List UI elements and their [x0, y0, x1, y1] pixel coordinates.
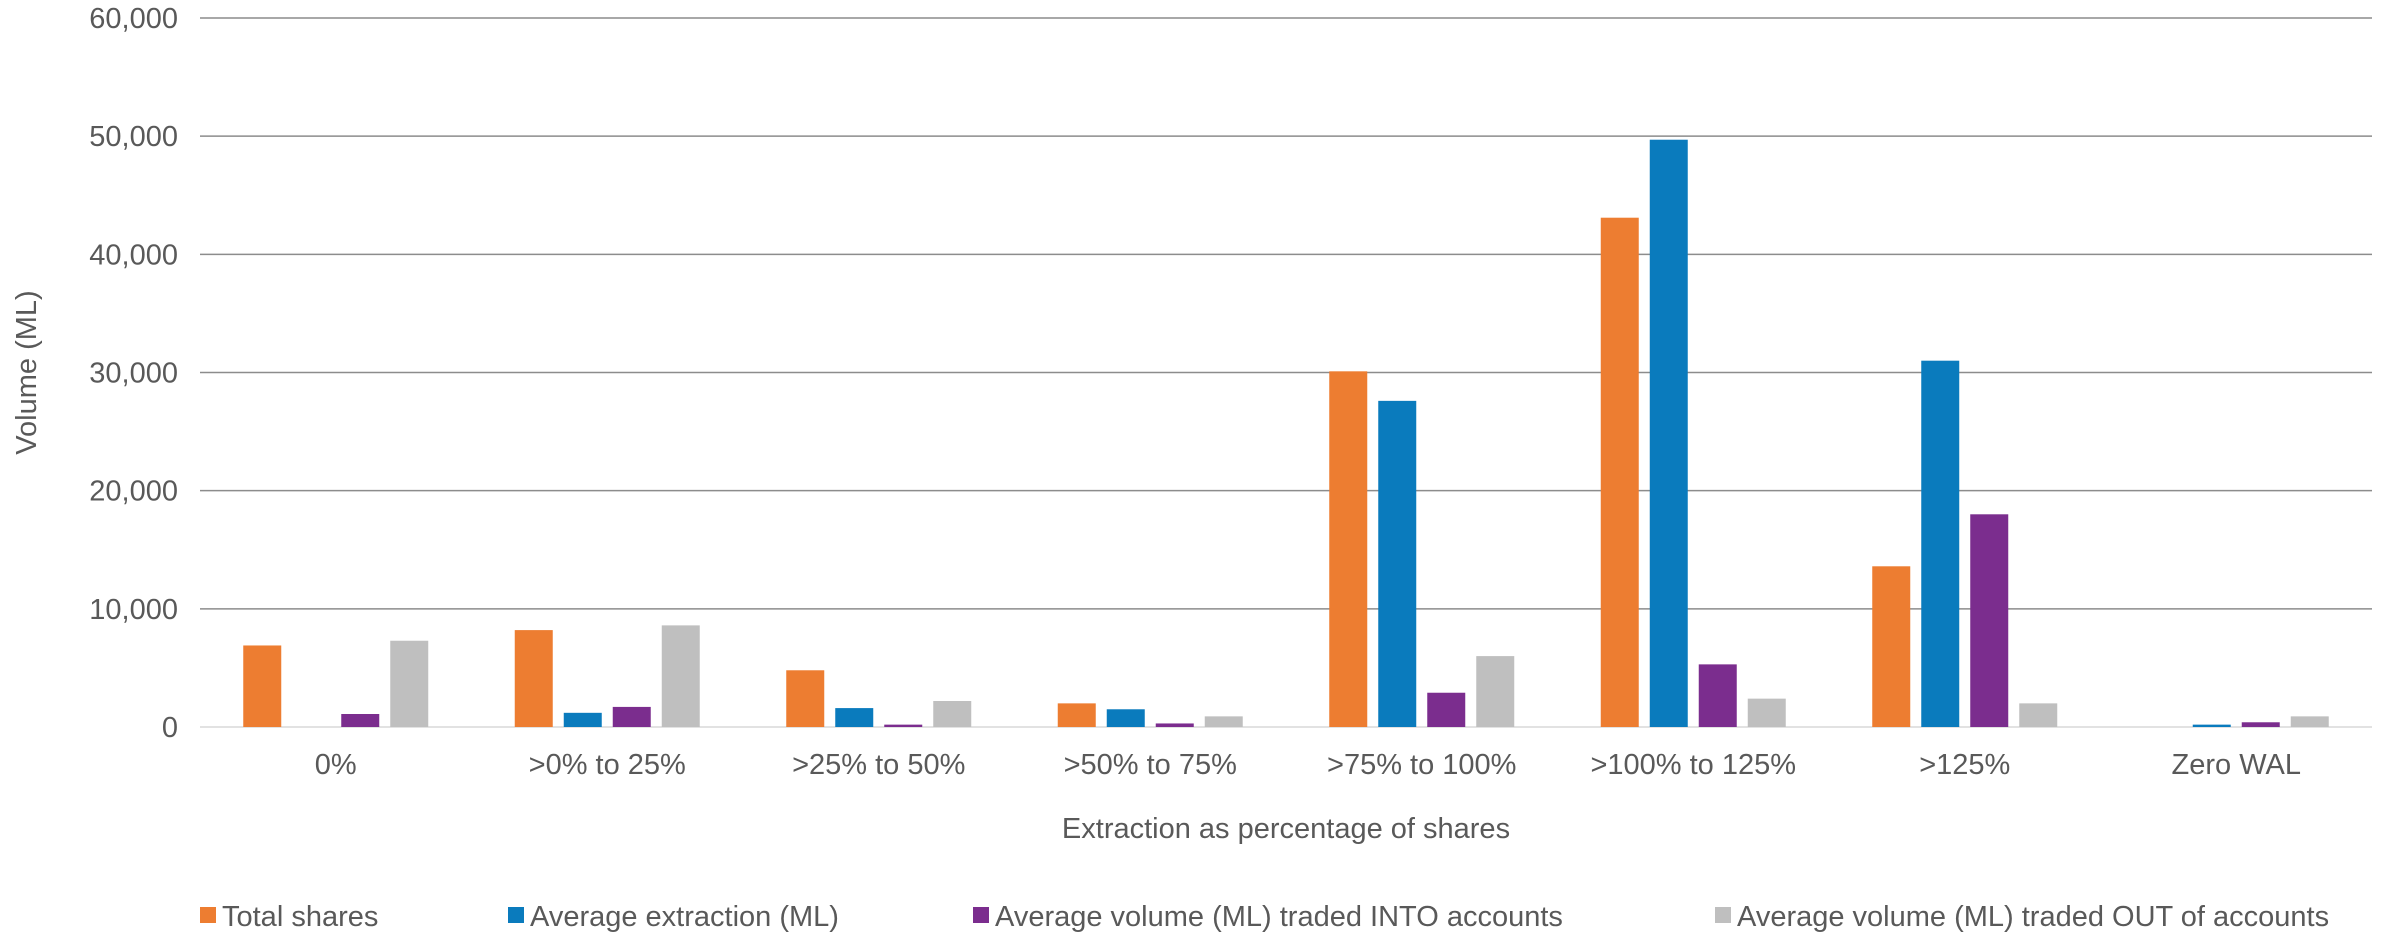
x-tick-label: >25% to 50%: [792, 749, 965, 781]
bars: [243, 139, 2329, 727]
bar: [1329, 371, 1368, 727]
bar: [2290, 716, 2329, 727]
bar: [1970, 514, 2009, 727]
bar: [514, 630, 553, 727]
bar: [390, 640, 429, 727]
bar: [1649, 139, 1688, 727]
x-axis-title: Extraction as percentage of shares: [1062, 813, 1510, 845]
bar: [835, 708, 874, 727]
y-axis-title: Volume (ML): [11, 290, 43, 454]
legend-label: Average extraction (ML): [530, 901, 839, 933]
x-tick-label: 0%: [315, 749, 357, 781]
x-tick-label: Zero WAL: [2172, 749, 2301, 781]
bar: [933, 701, 972, 727]
bar: [563, 712, 602, 727]
bar: [1747, 698, 1786, 727]
x-tick-label: >50% to 75%: [1064, 749, 1237, 781]
bar: [1872, 566, 1911, 727]
bar: [1106, 709, 1145, 727]
legend-swatch: [1715, 907, 1731, 923]
bar: [1921, 360, 1960, 727]
bar: [341, 714, 380, 727]
bar: [1057, 703, 1096, 727]
legend: Total shares Average extraction (ML) Avera…: [200, 901, 2329, 933]
y-tick-label: 10,000: [89, 594, 178, 626]
bar: [786, 670, 825, 727]
x-tick-label: >75% to 100%: [1327, 749, 1516, 781]
legend-swatch: [973, 907, 989, 923]
bar: [612, 706, 651, 727]
y-tick-label: 0: [162, 712, 178, 744]
legend-label: Average volume (ML) traded INTO accounts: [995, 901, 1563, 933]
legend-label: Total shares: [222, 901, 378, 933]
y-tick-label: 30,000: [89, 358, 178, 390]
bar: [1427, 692, 1466, 727]
bar: [1204, 716, 1243, 727]
y-tick-label: 60,000: [89, 3, 178, 35]
axes: 0 10,000 20,000 30,000 40,000 50,000 60,000 0% >…: [89, 3, 2301, 781]
y-tick-label: 40,000: [89, 239, 178, 271]
bar: [1600, 217, 1639, 727]
bar: [1155, 723, 1194, 727]
bar: [1698, 664, 1737, 727]
x-tick-label: >125%: [1919, 749, 2010, 781]
y-tick-label: 20,000: [89, 476, 178, 508]
legend-swatch: [200, 907, 216, 923]
x-tick-label: >100% to 125%: [1590, 749, 1796, 781]
bar: [884, 724, 923, 727]
bar: [2019, 703, 2058, 727]
legend-label: Average volume (ML) traded OUT of accoun…: [1737, 901, 2329, 933]
bar: [1476, 656, 1515, 727]
legend-swatch: [508, 907, 524, 923]
bar: [2192, 724, 2231, 727]
y-tick-label: 50,000: [89, 121, 178, 153]
x-tick-label: >0% to 25%: [529, 749, 686, 781]
gridlines: [200, 17, 2372, 728]
bar: [1378, 400, 1417, 727]
bar: [661, 625, 700, 727]
bar: [2241, 722, 2280, 727]
bar: [243, 645, 282, 727]
